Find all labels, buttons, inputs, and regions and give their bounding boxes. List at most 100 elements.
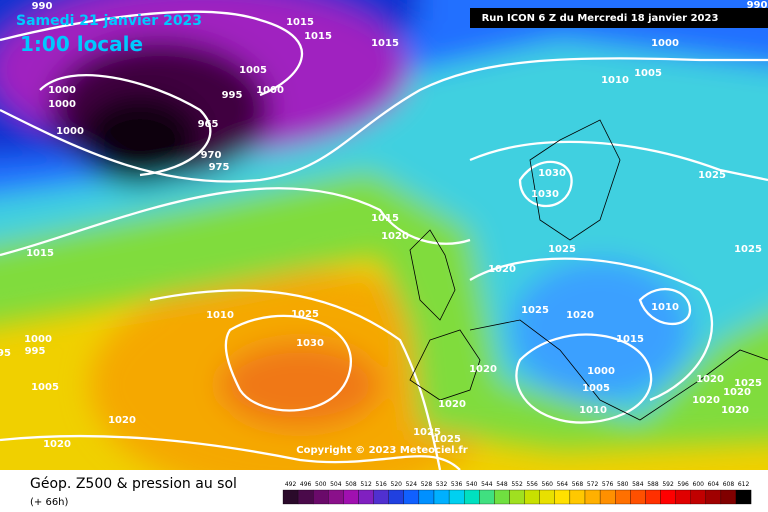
scale-label: 520 (391, 481, 403, 488)
isobar-label: 1020 (438, 399, 466, 410)
scale-swatch (358, 489, 374, 505)
isobar-label: 1025 (521, 305, 549, 316)
scale-label: 508 (345, 481, 357, 488)
isobar-label: 1000 (56, 126, 84, 137)
isobar-label: 1020 (566, 310, 594, 321)
scale-label: 600 (693, 481, 705, 488)
scale-swatch (403, 489, 420, 505)
isobar-label: 1020 (696, 374, 724, 385)
scale-label: 492 (285, 481, 297, 488)
isobar-label: 95 (0, 348, 11, 359)
scale-swatch (524, 489, 540, 505)
scale-swatch (494, 489, 510, 505)
scale-swatch (388, 489, 404, 505)
scale-swatch (690, 489, 706, 505)
scale-swatch (599, 489, 616, 505)
scale-label: 540 (466, 481, 478, 488)
isobar-label: 1020 (723, 387, 751, 398)
isobar-label: 975 (209, 162, 230, 173)
time: 1:00 locale (20, 32, 143, 56)
scale-label: 552 (511, 481, 523, 488)
isobar-label: 970 (201, 150, 222, 161)
scale-swatch (464, 489, 480, 505)
scale-swatch (297, 489, 314, 505)
scale-swatch (418, 489, 435, 505)
isobar-label: 1025 (734, 244, 762, 255)
isobar-label: 1020 (108, 415, 136, 426)
isobar-label: 1000 (651, 38, 679, 49)
isobar-label: 1015 (304, 31, 332, 42)
scale-label: 564 (557, 481, 569, 488)
scale-label: 544 (481, 481, 493, 488)
scale-swatch (328, 489, 344, 505)
isobar-label: 1025 (734, 378, 762, 389)
isobar-label: 1020 (43, 439, 71, 450)
scale-swatch (282, 489, 299, 505)
footer-title: Géop. Z500 & pression au sol (30, 476, 237, 492)
isobar-label: 1010 (579, 405, 607, 416)
scale-swatch (433, 489, 450, 505)
isobar-label: 1005 (31, 382, 59, 393)
isobar-label: 1030 (538, 168, 566, 179)
scale-label: 500 (315, 481, 327, 488)
isobar-label: 1025 (291, 309, 319, 320)
run-box (470, 8, 768, 28)
isobar-label: 965 (198, 119, 219, 130)
isobar-label: 990 (32, 1, 53, 12)
isobar-label: 1015 (616, 334, 644, 345)
scale-label: 512 (360, 481, 372, 488)
scale-label: 556 (526, 481, 538, 488)
scale-swatch (660, 489, 676, 505)
scale-swatch (630, 489, 646, 505)
isobar-label: 1010 (651, 302, 679, 313)
scale-swatch (720, 489, 737, 505)
scale-swatch (584, 489, 601, 505)
scale-swatch (615, 489, 631, 505)
scale-swatch (313, 489, 329, 505)
scale-swatch (554, 489, 571, 505)
isobar-label: 1025 (433, 434, 461, 445)
isobar-label: 1000 (48, 99, 76, 110)
isobar-label: 1005 (582, 383, 610, 394)
scale-label: 568 (572, 481, 584, 488)
scale-swatch (343, 489, 359, 505)
isobar-label: 1020 (469, 364, 497, 375)
isobar-label: 995 (222, 90, 243, 101)
scale-label: 604 (708, 481, 720, 488)
isobar-label: 1020 (381, 231, 409, 242)
isobar-label: 1000 (24, 334, 52, 345)
isobar-label: 1025 (698, 170, 726, 181)
scale-swatch (645, 489, 661, 505)
scale-label: 576 (602, 481, 614, 488)
scale-swatch (479, 489, 495, 505)
footer-lead: (+ 66h) (30, 497, 69, 508)
scale-swatch (705, 489, 722, 505)
isobar-label: 1015 (286, 17, 314, 28)
scale-swatch (735, 489, 752, 505)
coastlines (409, 119, 768, 421)
scale-label: 516 (375, 481, 387, 488)
scale-label: 560 (542, 481, 554, 488)
scale-label: 524 (406, 481, 418, 488)
isobar-label: 1010 (601, 75, 629, 86)
isobar-label: 1030 (531, 189, 559, 200)
isobar-label: 1025 (548, 244, 576, 255)
scale-label: 608 (723, 481, 735, 488)
scale-swatch (539, 489, 555, 505)
scale-label: 528 (421, 481, 433, 488)
isobar-label: 1000 (256, 85, 284, 96)
scale-swatch (675, 489, 691, 505)
isobar-label: 1015 (371, 38, 399, 49)
isobar-label: 1025 (413, 427, 441, 438)
scale-label: 532 (436, 481, 448, 488)
isobar-label: 1020 (692, 395, 720, 406)
run-info: Run ICON 6 Z du Mercredi 18 janvier 2023 (482, 13, 719, 24)
scale-swatch (569, 489, 586, 505)
isobar-label: 1005 (239, 65, 267, 76)
scale-label: 572 (587, 481, 599, 488)
scale-label: 548 (496, 481, 508, 488)
scale-label: 612 (738, 481, 750, 488)
